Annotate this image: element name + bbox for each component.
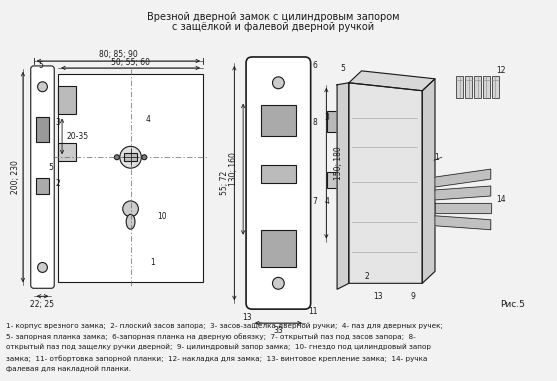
Text: 1: 1 <box>434 153 439 162</box>
Bar <box>36 117 50 142</box>
Text: 5: 5 <box>340 64 345 74</box>
Text: замка;  11- отбортовка запорной планки;  12- накладка для замка;  13- винтовое к: замка; 11- отбортовка запорной планки; 1… <box>6 355 428 362</box>
Text: 4: 4 <box>325 197 330 207</box>
Polygon shape <box>435 216 491 230</box>
Bar <box>58 74 203 282</box>
Text: 200; 230: 200; 230 <box>11 160 19 194</box>
Text: 10: 10 <box>158 212 167 221</box>
Polygon shape <box>422 79 435 283</box>
Polygon shape <box>435 203 491 213</box>
Text: 13: 13 <box>242 312 252 322</box>
Bar <box>483 76 490 98</box>
Text: 20-35: 20-35 <box>67 132 89 141</box>
Bar <box>474 76 481 98</box>
Bar <box>36 178 50 194</box>
Circle shape <box>373 163 387 177</box>
Bar <box>328 110 349 133</box>
Circle shape <box>272 277 284 289</box>
Polygon shape <box>435 169 491 187</box>
Polygon shape <box>349 71 435 91</box>
Bar <box>261 105 296 136</box>
Text: 11: 11 <box>308 307 317 315</box>
Bar <box>124 153 138 162</box>
Text: 22; 25: 22; 25 <box>31 300 55 309</box>
Bar <box>465 76 472 98</box>
Text: 14: 14 <box>496 195 505 205</box>
Text: 2: 2 <box>56 179 61 188</box>
Bar <box>492 76 499 98</box>
Circle shape <box>38 82 47 92</box>
Text: фалевая для накладной планки.: фалевая для накладной планки. <box>6 366 131 372</box>
Bar <box>457 76 463 98</box>
Text: 33: 33 <box>273 327 284 335</box>
Ellipse shape <box>126 215 135 229</box>
Circle shape <box>120 146 141 168</box>
Text: 2: 2 <box>364 272 369 281</box>
Text: 50; 55; 60: 50; 55; 60 <box>111 58 150 67</box>
Text: 7: 7 <box>312 197 317 207</box>
Circle shape <box>123 201 138 217</box>
Text: 6: 6 <box>312 61 317 70</box>
Bar <box>58 143 76 161</box>
Text: 13: 13 <box>373 292 383 301</box>
Text: 3: 3 <box>325 113 330 122</box>
Text: 1: 1 <box>150 258 155 267</box>
Text: 150; 180: 150; 180 <box>334 146 343 180</box>
Circle shape <box>142 155 146 160</box>
Text: 4: 4 <box>145 115 150 124</box>
Circle shape <box>367 156 394 184</box>
Bar <box>328 172 349 188</box>
Text: 9: 9 <box>410 292 415 301</box>
Circle shape <box>38 263 47 272</box>
Text: 12: 12 <box>496 66 505 75</box>
Bar <box>261 230 296 267</box>
Text: 55; 72: 55; 72 <box>220 171 229 195</box>
Text: с защёлкой и фалевой дверной ручкой: с защёлкой и фалевой дверной ручкой <box>173 22 374 32</box>
Polygon shape <box>337 83 349 289</box>
Circle shape <box>114 155 119 160</box>
Text: 5: 5 <box>38 61 43 70</box>
Text: 5: 5 <box>48 163 53 172</box>
FancyBboxPatch shape <box>31 66 54 288</box>
Text: Врезной дверной замок с цилиндровым запором: Врезной дверной замок с цилиндровым запо… <box>147 12 400 22</box>
Text: 5- запорная планка замка;  6-запорная планка на дверную обвязку;  7- открытый па: 5- запорная планка замка; 6-запорная пла… <box>6 333 416 340</box>
Text: 80; 85; 90: 80; 85; 90 <box>99 51 138 59</box>
Text: открытый паз под защелку ручки дверной;  9- цилиндровый запор замка;  10- гнездо: открытый паз под защелку ручки дверной; … <box>6 344 431 351</box>
FancyBboxPatch shape <box>246 57 311 309</box>
Circle shape <box>272 77 284 89</box>
Bar <box>261 165 296 183</box>
Circle shape <box>128 154 134 160</box>
Bar <box>58 86 76 114</box>
Polygon shape <box>349 83 422 283</box>
Text: Рис.5: Рис.5 <box>501 300 525 309</box>
Polygon shape <box>435 186 491 200</box>
Text: 1- корпус врезного замка;  2- плоский засов запора;  3- засов-защёлка дверной ру: 1- корпус врезного замка; 2- плоский зас… <box>6 322 443 329</box>
Text: 130; 160: 130; 160 <box>229 152 238 186</box>
Text: 3: 3 <box>56 118 61 128</box>
Text: 8: 8 <box>312 118 317 127</box>
